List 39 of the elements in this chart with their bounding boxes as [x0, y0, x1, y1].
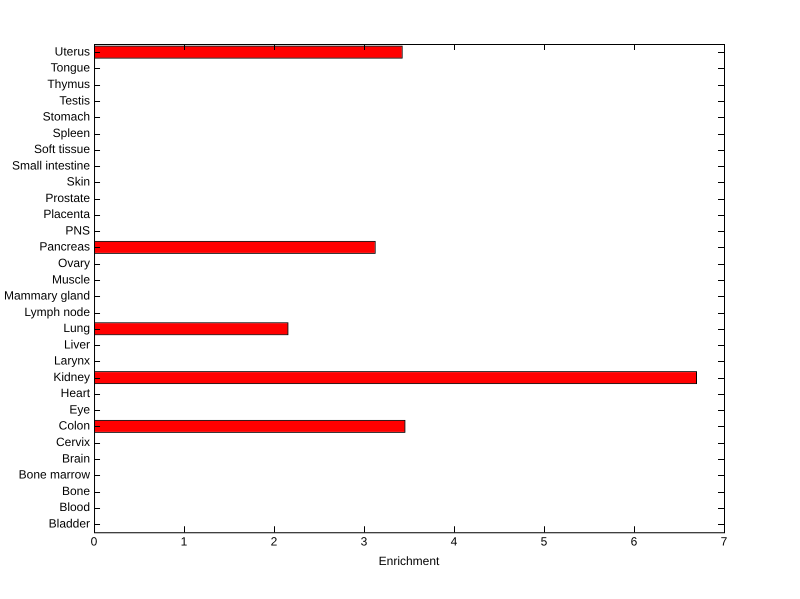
y-tick-label: Larynx: [54, 354, 90, 368]
x-tick-label: 2: [270, 534, 278, 549]
y-tick-label: Testis: [59, 93, 90, 108]
y-tick-label: Blood: [59, 500, 90, 514]
y-tick-label: Soft tissue: [34, 142, 90, 156]
y-tick-label: Lung: [63, 321, 90, 336]
y-tick-label: Bone marrow: [18, 468, 90, 482]
x-tick-label: 3: [360, 534, 368, 549]
y-tick-label: Thymus: [47, 76, 90, 91]
y-tick-label: Uterus: [54, 44, 90, 58]
x-tick-label: 0: [90, 534, 98, 549]
y-tick-label: Mammary gland: [4, 288, 90, 303]
x-tick-label: 7: [720, 534, 728, 549]
y-tick-label: Liver: [64, 337, 90, 352]
y-tick-label: Prostate: [45, 190, 90, 205]
x-tick-label: 4: [450, 534, 458, 549]
y-tick-label: Tongue: [50, 60, 90, 75]
y-tick-label: Heart: [60, 386, 91, 400]
y-tick-label: Placenta: [43, 207, 90, 222]
x-tick-label: 6: [630, 534, 638, 549]
y-tick-label: Pancreas: [39, 240, 90, 254]
y-tick-label: Bladder: [48, 516, 90, 530]
y-tick-label: Small intestine: [12, 158, 90, 172]
x-axis-title: Enrichment: [378, 554, 440, 568]
y-tick-label: Kidney: [53, 370, 90, 384]
y-tick-label: Stomach: [42, 110, 90, 124]
y-tick-label: Skin: [66, 174, 90, 189]
x-tick-label: 1: [180, 534, 188, 549]
y-tick-label: Spleen: [52, 126, 90, 140]
y-tick-label: Lymph node: [24, 304, 90, 319]
y-tick-label: Cervix: [56, 435, 90, 450]
y-tick-label: Ovary: [58, 256, 90, 270]
y-tick-label: Bone: [62, 484, 90, 498]
y-tick-label: Colon: [58, 418, 90, 433]
y-tick-label: Brain: [62, 451, 90, 466]
x-tick-label: 5: [540, 534, 548, 549]
y-tick-label: Eye: [69, 402, 90, 416]
y-tick-label: Muscle: [52, 272, 90, 286]
y-tick-label: PNS: [65, 223, 90, 238]
